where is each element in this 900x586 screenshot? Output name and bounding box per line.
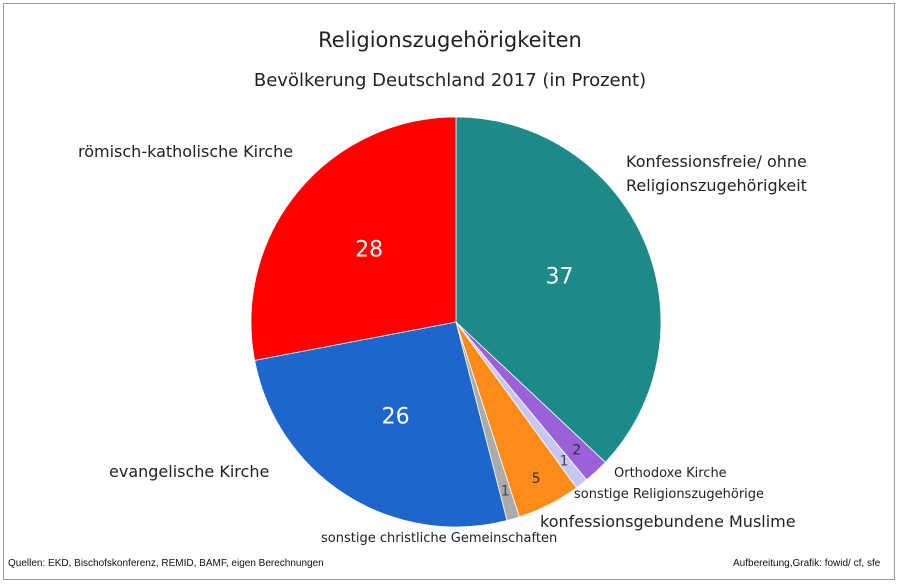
pie-slice-r-misch-katholische-kirche	[250, 116, 457, 361]
label-evangelisch: evangelische Kirche	[109, 462, 270, 481]
label-konfessionsfreie-line2: Religionszugehörigkeit	[626, 176, 807, 195]
label-orthodoxe: Orthodoxe Kirche	[614, 466, 727, 481]
label-sonstige-religion: sonstige Religionszugehörige	[574, 487, 765, 502]
chart-subtitle: Bevölkerung Deutschland 2017 (in Prozent…	[253, 70, 647, 91]
chart-title: Religionszugehörigkeiten	[318, 28, 582, 52]
pie-value-evangelische-kirche: 26	[382, 405, 410, 430]
pie-value-konfessionsfreie-ohne-religionszugeh-rigkeit: 37	[545, 265, 573, 290]
label-katholisch: römisch-katholische Kirche	[78, 142, 294, 161]
footer-credit: Aufbereitung,Grafik: fowid/ cf, sfe	[733, 558, 881, 569]
footer-sources: Quellen: EKD, Bischofskonferenz, REMID, …	[8, 558, 324, 569]
pie-value-orthodoxe-kirche: 2	[572, 443, 581, 459]
pie-value-konfessionsgebundene-muslime: 5	[532, 471, 541, 487]
label-sonstige-christlich: sonstige christliche Gemeinschaften	[321, 531, 558, 546]
label-konfessionsfreie: Konfessionsfreie/ ohne Religionszugehöri…	[626, 150, 807, 198]
pie-value-r-misch-katholische-kirche: 28	[355, 238, 383, 263]
pie-value-sonstige-religionszugeh-rige: 1	[560, 453, 569, 469]
label-muslime: konfessionsgebundene Muslime	[540, 512, 796, 531]
pie-slice-evangelische-kirche	[254, 321, 508, 528]
label-konfessionsfreie-line1: Konfessionsfreie/ ohne	[626, 152, 807, 171]
pie-value-sonstige-christliche-gemeinschaften: 1	[501, 483, 510, 499]
pie-slice-konfessionsfreie-ohne-religionszugeh-rigkeit	[455, 116, 662, 463]
